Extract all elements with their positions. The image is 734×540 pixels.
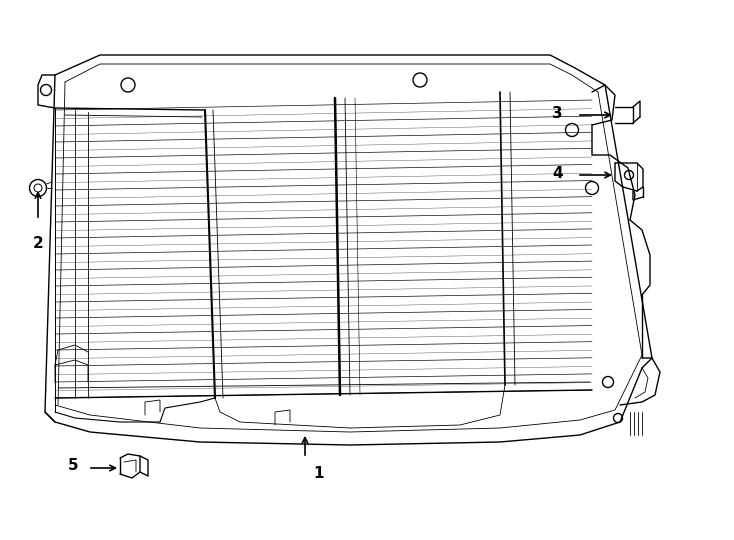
Text: 2: 2	[32, 236, 43, 251]
Text: 4: 4	[553, 165, 563, 180]
Text: 3: 3	[553, 105, 563, 120]
Text: 5: 5	[68, 458, 78, 474]
Text: 1: 1	[313, 466, 324, 481]
